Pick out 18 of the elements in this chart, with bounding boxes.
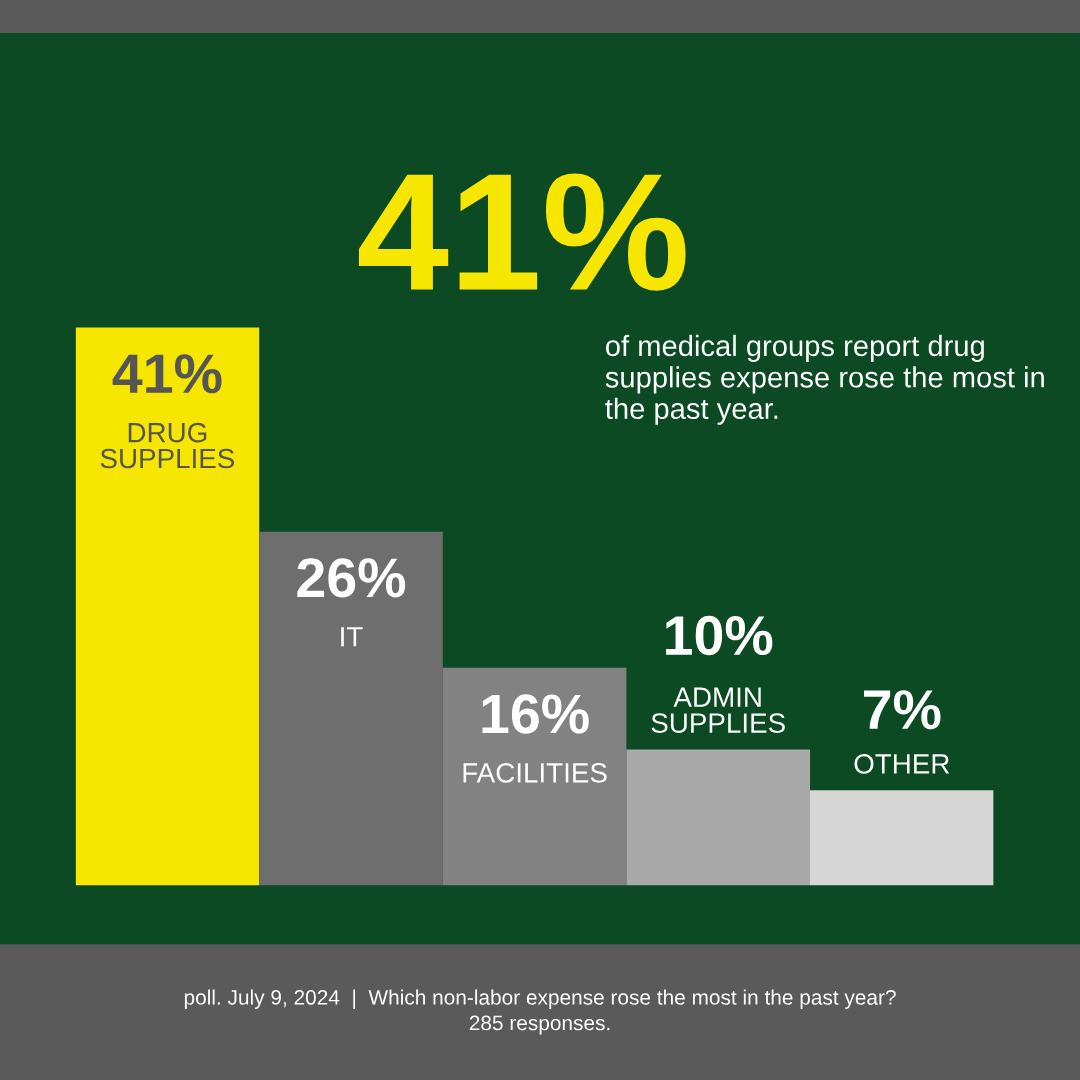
x-tick-label: FACILITIES [463,763,607,783]
bar [442,667,627,886]
bar [810,790,994,886]
bar [626,749,810,886]
text: poll. July 9, 2024 | Which non-labor expense rose the most in the past year? 285 responses. [184,989,896,1035]
text: of medical groups report drug supplies expense rose the most in the past year. [605,334,1044,425]
data-label: 10% [666,615,773,656]
bar [75,327,260,886]
data-label: 26% [297,558,406,598]
data-label: 16% [482,694,589,734]
x-tick-label: IT [341,627,363,647]
x-tick-label: OTHER [854,754,950,774]
data-label: 41% [112,354,222,394]
x-tick-label: DRUG SUPPLIES [100,422,235,469]
bar [259,531,443,886]
data-label: 7% [864,690,941,730]
x-tick-label: ADMIN SUPPLIES [651,687,785,733]
chart-title: 41% [358,173,686,291]
